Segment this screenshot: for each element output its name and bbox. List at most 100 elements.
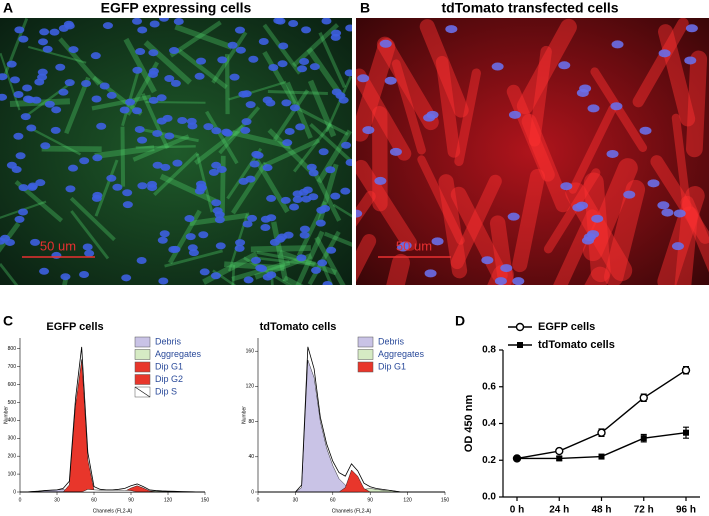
fiber xyxy=(267,90,328,96)
nucleus xyxy=(68,46,79,54)
fiber xyxy=(318,31,347,89)
nucleus xyxy=(158,18,169,22)
nucleus xyxy=(14,26,25,34)
nucleus xyxy=(38,38,49,46)
nucleus xyxy=(203,123,214,131)
cell-body xyxy=(671,113,692,212)
y-axis-label: OD 450 nm xyxy=(463,395,475,453)
panel-label: A xyxy=(3,0,13,16)
x-tick-label: 120 xyxy=(164,497,173,503)
x-tick-label: 72 h xyxy=(634,505,654,516)
cell-body xyxy=(356,38,396,142)
nucleus xyxy=(158,277,169,285)
nucleus xyxy=(64,79,75,87)
fiber xyxy=(295,230,325,285)
nucleus xyxy=(40,142,51,150)
nucleus xyxy=(661,208,674,217)
nucleus xyxy=(13,132,24,140)
nucleus xyxy=(51,106,62,114)
fiber xyxy=(177,48,228,90)
nucleus xyxy=(39,267,50,275)
fiber xyxy=(262,50,297,106)
nucleus xyxy=(325,166,336,174)
nucleus xyxy=(262,273,273,281)
legend-swatch xyxy=(357,349,374,360)
panel-title: EGFP expressing cells xyxy=(101,0,252,16)
cell-body xyxy=(356,190,376,227)
cell-body xyxy=(528,45,552,147)
nucleus xyxy=(121,274,132,282)
marker xyxy=(598,453,605,460)
panel-label: C xyxy=(3,313,13,329)
nucleus xyxy=(362,126,375,135)
fiber xyxy=(168,209,202,264)
fiber xyxy=(0,52,21,111)
nucleus xyxy=(132,107,143,115)
nucleus xyxy=(99,82,110,90)
nucleus xyxy=(122,201,133,209)
y-axis-label: Number xyxy=(3,406,9,424)
nucleus xyxy=(49,28,60,36)
cell-body xyxy=(657,186,705,285)
nucleus xyxy=(96,122,107,130)
nucleus xyxy=(647,179,660,188)
cell-body xyxy=(417,155,465,245)
fiber xyxy=(293,123,332,173)
nucleus xyxy=(91,95,102,103)
y-tick-label: 100 xyxy=(8,471,17,477)
scale-bar-label: 50 um xyxy=(40,238,76,253)
nucleus xyxy=(194,72,205,80)
fiber xyxy=(41,145,102,153)
nucleus xyxy=(269,238,280,246)
nucleus xyxy=(159,230,170,238)
nucleus xyxy=(357,74,370,83)
nucleus xyxy=(684,56,697,65)
nucleus xyxy=(156,94,167,102)
cell-body xyxy=(391,59,426,155)
fiber xyxy=(218,106,261,155)
nucleus xyxy=(60,273,71,281)
nucleus xyxy=(322,281,333,285)
fiber xyxy=(94,145,155,160)
cell-body xyxy=(650,155,709,244)
panel-label: D xyxy=(455,313,465,329)
x-tick-label: 0 h xyxy=(510,505,524,516)
nucleus xyxy=(258,37,269,45)
nucleus xyxy=(134,125,145,133)
cell-body xyxy=(356,68,412,161)
nucleus xyxy=(321,18,332,25)
nucleus xyxy=(299,58,310,66)
fiber xyxy=(123,37,157,94)
chart-title: EGFP cells xyxy=(46,321,103,333)
nucleus xyxy=(22,84,33,92)
fiber xyxy=(91,94,152,111)
cell-body xyxy=(454,68,481,167)
marker xyxy=(556,455,563,462)
nucleus xyxy=(317,259,328,267)
nucleus xyxy=(281,99,292,107)
legend-swatch xyxy=(357,336,374,348)
nucleus xyxy=(137,26,148,34)
legend-label: Aggregates xyxy=(378,349,425,359)
nucleus xyxy=(399,241,412,250)
nucleus xyxy=(164,75,175,83)
nucleus xyxy=(0,93,8,101)
marker xyxy=(514,455,520,462)
nucleus xyxy=(340,187,351,195)
nucleus xyxy=(610,102,623,111)
y-tick-label: 0.2 xyxy=(482,455,496,466)
nucleus xyxy=(22,95,33,103)
cell-body xyxy=(435,55,461,158)
legend-label: Dip G1 xyxy=(155,361,183,371)
x-tick-label: 48 h xyxy=(591,505,611,516)
nucleus xyxy=(587,230,600,239)
nucleus xyxy=(0,73,8,81)
nucleus xyxy=(512,277,525,285)
nucleus xyxy=(242,220,253,228)
nucleus xyxy=(558,61,571,70)
nucleus xyxy=(39,28,50,36)
cell-body xyxy=(376,36,439,131)
cell-body xyxy=(553,209,599,285)
y-tick-label: 0.4 xyxy=(482,418,496,429)
nucleus xyxy=(341,141,352,149)
